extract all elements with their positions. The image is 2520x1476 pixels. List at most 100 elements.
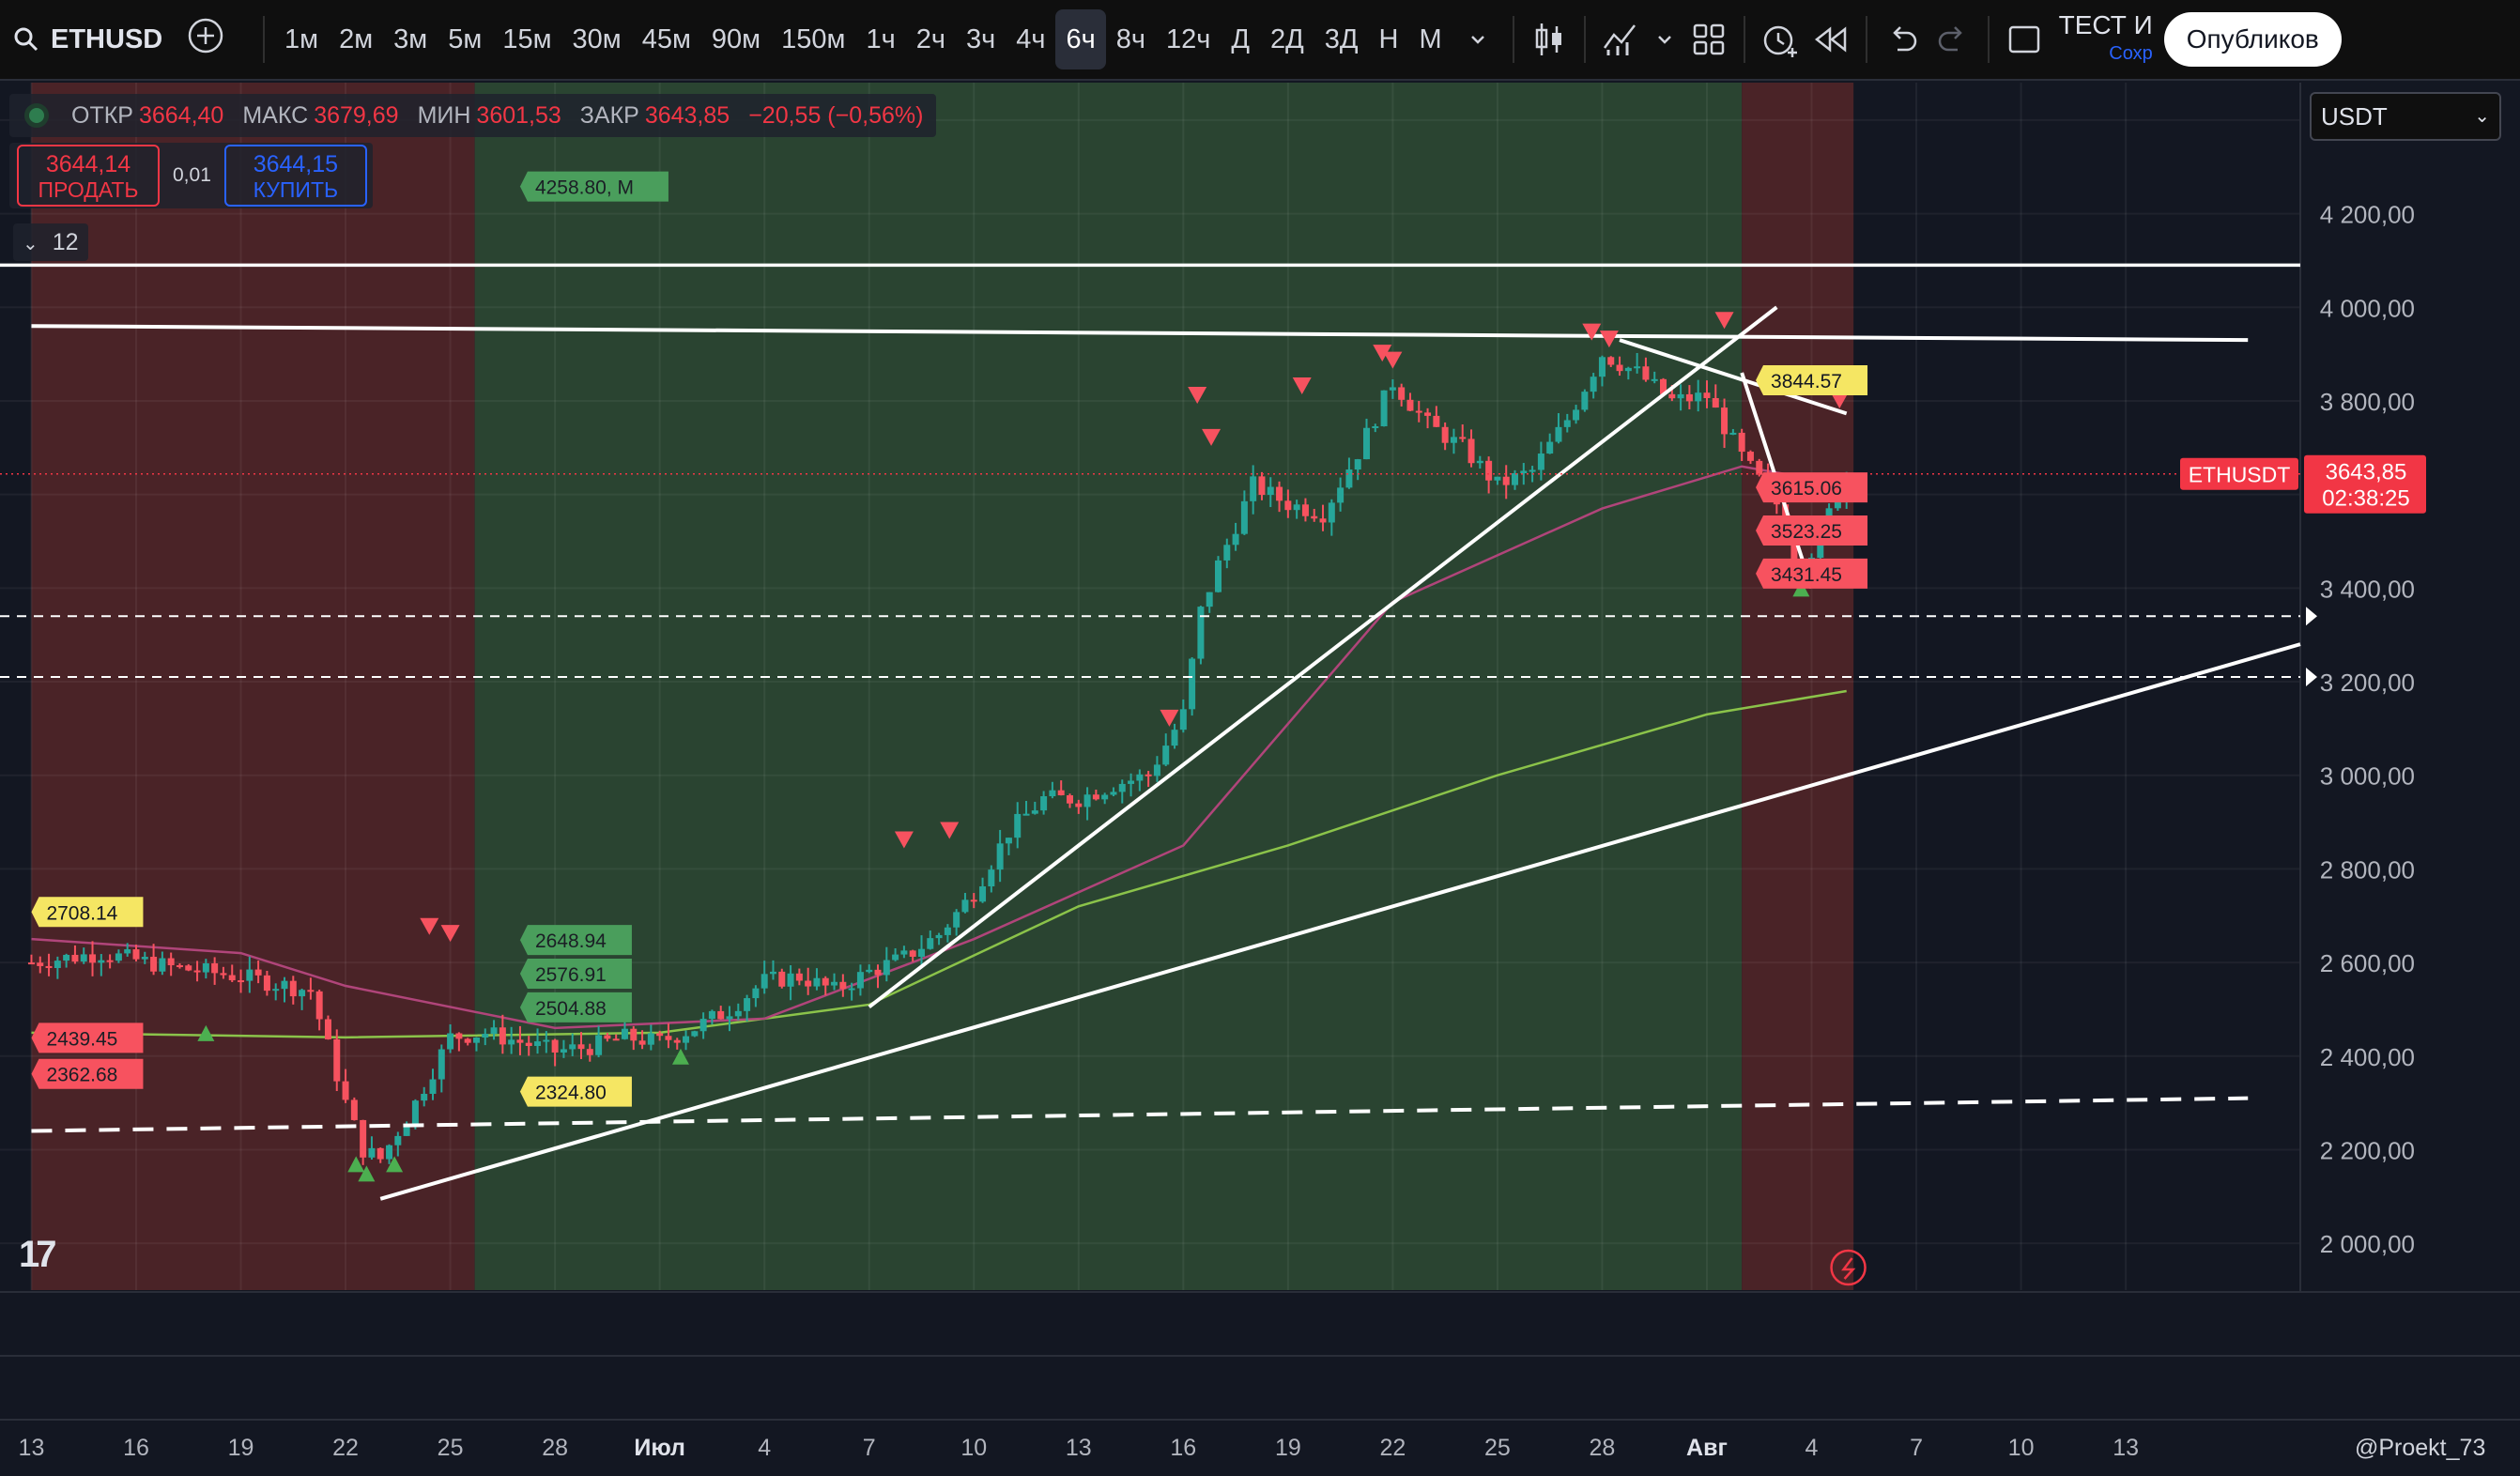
interval-tab[interactable]: 2Д — [1269, 24, 1304, 54]
sell-signal-marker — [1160, 709, 1179, 727]
candle-body — [1563, 420, 1571, 427]
symbol-name: ETHUSD — [51, 23, 163, 54]
candle-body — [376, 1147, 384, 1160]
interval-tab[interactable]: Н — [1378, 24, 1399, 54]
interval-tab[interactable]: 12ч — [1165, 24, 1211, 54]
symbol-search[interactable]: ETHUSD — [0, 17, 254, 62]
candle-body — [1066, 795, 1073, 804]
level-handle-icon[interactable] — [2306, 607, 2317, 626]
interval-tabs: 1м 2м 3м 5м 15м 30м 45м 90м 150м 1ч 2ч 3ч 4ч 6ч 8ч 12ч Д… — [274, 9, 1452, 69]
chart-pane[interactable]: 4 400,004 200,004 000,003 800,003 600,00… — [0, 83, 2520, 1476]
indicators-dropdown-button[interactable] — [1646, 9, 1683, 69]
candle-body — [638, 1040, 646, 1045]
candle-body — [1502, 476, 1510, 485]
interval-tab[interactable]: 2м — [339, 24, 374, 54]
candle-body — [917, 948, 925, 957]
candle-body — [1642, 366, 1650, 380]
indicators-collapse-button[interactable]: ⌄ 12 — [13, 223, 88, 261]
candle-body — [569, 1044, 576, 1050]
lightning-icon[interactable] — [1830, 1249, 1867, 1286]
interval-tab[interactable]: 45м — [641, 24, 691, 54]
last-price-badge — [2304, 454, 2426, 514]
interval-tab[interactable]: 6ч — [1055, 9, 1106, 69]
candle-body — [1703, 392, 1711, 399]
candle-body — [979, 886, 987, 902]
sell-price: 3644,14 — [45, 151, 131, 177]
candle-body — [464, 1038, 471, 1043]
interval-tab[interactable]: 3Д — [1324, 24, 1359, 54]
candle-body — [281, 980, 288, 990]
indicators-button[interactable] — [1595, 9, 1646, 69]
sell-button[interactable]: 3644,14 ПРОДАТЬ — [17, 145, 160, 207]
interval-tab[interactable]: 3м — [393, 24, 428, 54]
sell-signal-marker — [894, 831, 914, 849]
candle-body — [1546, 441, 1554, 454]
candle-body — [1712, 398, 1719, 408]
interval-tab[interactable]: 30м — [572, 24, 622, 54]
layout-name[interactable]: ТЕСТ И Сохр — [2059, 11, 2153, 68]
candle-body — [228, 975, 236, 981]
candle-body — [866, 969, 873, 973]
candle-body — [717, 1010, 725, 1020]
interval-tab[interactable]: 3ч — [965, 24, 996, 54]
chart-type-button[interactable] — [1524, 9, 1575, 69]
trend-line[interactable] — [1619, 338, 1848, 416]
candle-body — [822, 977, 829, 986]
trend-line[interactable] — [379, 642, 2301, 1201]
interval-tab[interactable]: 8ч — [1115, 24, 1145, 54]
interval-tab[interactable]: 4ч — [1016, 24, 1046, 54]
fullscreen-button[interactable] — [1999, 9, 2050, 69]
currency-select[interactable]: USDT ⌄ — [2310, 92, 2501, 141]
interval-tab[interactable]: 90м — [711, 24, 761, 54]
interval-tab[interactable]: 1м — [284, 24, 319, 54]
time-axis-label: 25 — [438, 1435, 464, 1461]
tradingview-logo[interactable]: 17 — [19, 1234, 56, 1275]
undo-button[interactable] — [1877, 9, 1928, 69]
candle-body — [1721, 407, 1729, 435]
open-label: ОТКР — [71, 101, 133, 129]
interval-tab[interactable]: 15м — [502, 24, 552, 54]
publish-button[interactable]: Опубликов — [2163, 12, 2342, 67]
add-symbol-button[interactable] — [187, 17, 224, 62]
candle-body — [1179, 709, 1187, 730]
interval-dropdown-button[interactable] — [1452, 9, 1503, 69]
time-axis-label: 10 — [960, 1435, 987, 1461]
interval-tab[interactable]: 2ч — [915, 24, 945, 54]
redo-button[interactable] — [1928, 9, 1978, 69]
candle-body — [1790, 539, 1798, 567]
replay-button[interactable] — [1805, 9, 1856, 69]
candle-body — [734, 1010, 742, 1017]
trend-line[interactable] — [31, 324, 2249, 343]
toolbar-divider — [1743, 16, 1745, 63]
price-chart[interactable]: 4 400,004 200,004 000,003 800,003 600,00… — [0, 83, 2520, 1476]
candle-body — [839, 981, 847, 990]
interval-tab[interactable]: 150м — [781, 24, 846, 54]
time-axis-label: 4 — [1805, 1435, 1819, 1461]
indicators-icon — [1603, 24, 1636, 55]
layouts-button[interactable] — [1683, 9, 1734, 69]
time-axis-label: 7 — [1910, 1435, 1923, 1461]
candle-body — [1232, 533, 1239, 546]
visibility-toggle-icon[interactable] — [24, 103, 49, 128]
interval-tab[interactable]: 5м — [448, 24, 483, 54]
interval-tab[interactable]: 1ч — [866, 24, 896, 54]
candle-body — [1651, 378, 1658, 381]
candle-body — [150, 957, 158, 972]
candle-body — [1110, 792, 1117, 795]
level-handle-icon[interactable] — [2306, 668, 2317, 687]
candle-body — [124, 949, 131, 954]
symbol-badge-text: ETHUSDT — [2189, 463, 2291, 487]
price-axis-label: 2 200,00 — [2320, 1136, 2415, 1164]
sell-signal-marker — [1599, 331, 1619, 348]
candle-body — [699, 1019, 707, 1032]
interval-tab[interactable]: Д — [1231, 24, 1250, 54]
candle-body — [665, 1036, 672, 1040]
candle-body — [892, 954, 899, 961]
low-value: 3601,53 — [476, 101, 561, 129]
buy-button[interactable]: 3644,15 КУПИТЬ — [223, 145, 367, 207]
candle-body — [1354, 459, 1361, 470]
alert-button[interactable] — [1755, 9, 1805, 69]
candle-body — [1660, 378, 1667, 394]
interval-tab[interactable]: М — [1419, 24, 1442, 54]
trend-line[interactable] — [868, 305, 1778, 1009]
